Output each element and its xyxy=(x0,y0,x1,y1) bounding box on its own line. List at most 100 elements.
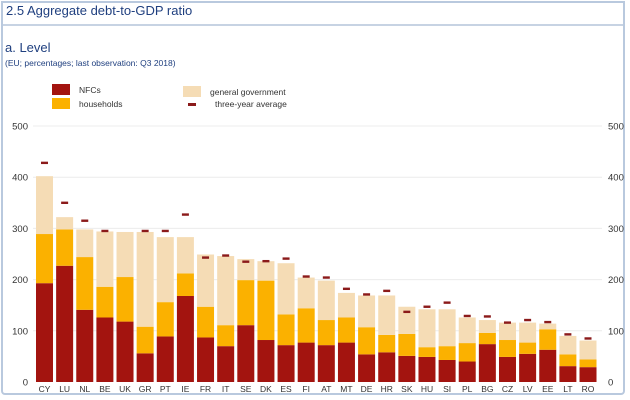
average-marker xyxy=(423,305,431,308)
bar-general-government xyxy=(478,320,496,333)
legend-swatch-households xyxy=(52,98,70,109)
average-marker xyxy=(242,260,250,263)
average-marker xyxy=(524,318,532,322)
bar-households xyxy=(257,280,275,341)
average-marker xyxy=(564,333,572,336)
bar-general-government xyxy=(156,237,174,303)
legend-item-nfcs: NFCs xyxy=(52,84,101,95)
bar-group-nl xyxy=(76,229,94,382)
bar-nfcs xyxy=(197,337,215,382)
bar-group-es xyxy=(277,263,295,382)
legend-label-nfcs: NFCs xyxy=(79,84,101,95)
y-tick-label-left: 400 xyxy=(12,173,28,184)
bar-group-be xyxy=(96,231,114,382)
bar-general-government xyxy=(438,309,456,347)
bar-general-government xyxy=(539,323,557,330)
y-tick-label-left: 100 xyxy=(12,326,28,337)
x-tick-label: CY xyxy=(39,384,51,394)
average-marker xyxy=(363,293,371,296)
average-marker xyxy=(584,337,592,340)
average-marker xyxy=(503,321,511,324)
average-marker xyxy=(544,320,552,324)
chart-frame xyxy=(1,1,625,395)
bar-group-cy xyxy=(36,176,53,382)
bar-general-government xyxy=(237,259,255,281)
bar-nfcs xyxy=(76,309,94,382)
x-tick-label: PL xyxy=(462,384,473,394)
legend-item-three-year-average: three-year average xyxy=(183,99,287,109)
bar-households xyxy=(136,326,154,354)
x-tick-label: LT xyxy=(563,384,572,394)
bar-group-hr xyxy=(378,295,396,382)
bar-households xyxy=(197,306,215,338)
bar-group-dk xyxy=(257,261,275,382)
bar-general-government xyxy=(579,340,597,360)
average-marker xyxy=(443,301,451,304)
bar-nfcs xyxy=(96,317,114,382)
average-marker xyxy=(202,256,210,259)
bar-households xyxy=(398,333,416,356)
bar-group-at xyxy=(317,280,335,382)
bar-general-government xyxy=(116,231,134,278)
bar-nfcs xyxy=(136,353,154,382)
bar-nfcs xyxy=(519,353,537,382)
x-tick-label: CZ xyxy=(502,384,513,394)
bar-households xyxy=(539,329,557,350)
bar-general-government xyxy=(277,263,295,315)
bar-nfcs xyxy=(237,325,255,382)
x-tick-label: LU xyxy=(59,384,70,394)
bar-general-government xyxy=(136,231,154,327)
bar-general-government xyxy=(197,254,215,307)
average-marker xyxy=(181,213,189,216)
bar-group-si xyxy=(438,309,456,382)
bar-nfcs xyxy=(257,340,275,382)
x-tick-label: MT xyxy=(340,384,352,394)
x-tick-label: BE xyxy=(99,384,111,394)
average-marker xyxy=(161,229,169,233)
bar-nfcs xyxy=(176,295,194,382)
bar-households xyxy=(458,343,476,362)
x-tick-label: SE xyxy=(240,384,252,394)
y-tick-label-right: 500 xyxy=(608,122,624,133)
bar-general-government xyxy=(519,322,537,343)
y-tick-label-right: 300 xyxy=(608,224,624,235)
bar-group-lv xyxy=(519,322,537,382)
legend-item-households: households xyxy=(52,98,122,109)
bar-nfcs xyxy=(56,265,74,382)
legend-swatch-three-year-average xyxy=(188,102,196,106)
bar-nfcs xyxy=(337,342,355,382)
bar-group-ro xyxy=(579,340,597,382)
bar-general-government xyxy=(559,335,577,355)
bar-nfcs xyxy=(438,359,456,382)
x-tick-label: RO xyxy=(582,384,595,394)
bar-households xyxy=(76,257,94,310)
bar-group-mt xyxy=(337,292,355,382)
bar-general-government xyxy=(96,231,114,287)
average-marker xyxy=(222,254,230,257)
bar-general-government xyxy=(358,295,376,328)
average-marker xyxy=(101,229,109,233)
bar-households xyxy=(579,359,597,368)
bar-households xyxy=(176,273,194,296)
bar-households xyxy=(297,308,315,343)
y-tick-label-right: 0 xyxy=(608,378,613,389)
bar-general-government xyxy=(56,217,74,230)
x-tick-label: IE xyxy=(181,384,189,394)
bar-group-bg xyxy=(478,320,496,382)
bar-households xyxy=(156,302,174,337)
bar-general-government xyxy=(257,261,275,281)
bar-general-government xyxy=(317,280,335,321)
bar-households xyxy=(36,234,53,284)
bar-households xyxy=(498,340,516,357)
y-tick-label-left: 300 xyxy=(12,224,28,235)
x-tick-label: ES xyxy=(280,384,292,394)
bar-group-ie xyxy=(176,237,194,382)
bar-nfcs xyxy=(539,349,557,382)
bar-group-gr xyxy=(136,231,154,382)
bar-group-uk xyxy=(116,231,134,382)
bar-nfcs xyxy=(398,355,416,382)
bar-group-fi xyxy=(297,277,315,382)
bar-households xyxy=(337,317,355,343)
x-tick-label: GR xyxy=(139,384,152,394)
bar-nfcs xyxy=(458,361,476,382)
